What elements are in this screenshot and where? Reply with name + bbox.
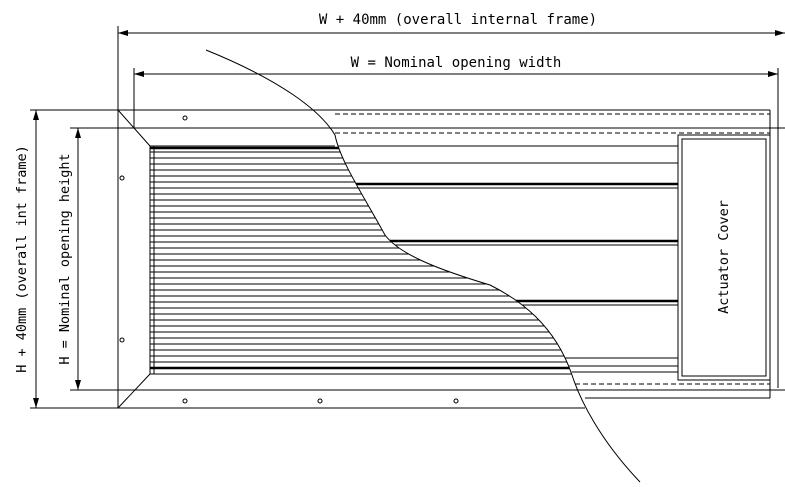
actuator-cover-box [677, 134, 771, 381]
overall-width-label: W + 40mm (overall internal frame) [319, 12, 597, 28]
arrowhead-icon [33, 110, 39, 120]
louvre-grille [150, 146, 572, 374]
arrowhead-icon [75, 380, 81, 390]
fixing-hole-icon [317, 398, 323, 404]
fixing-hole-icon [182, 115, 188, 121]
fixing-hole-icon [182, 398, 188, 404]
fixing-hole-icon [119, 175, 125, 181]
nominal-height-dimension: H = Nominal opening height [57, 127, 785, 391]
nominal-width-label: W = Nominal opening width [351, 55, 562, 71]
nominal-height-label: H = Nominal opening height [57, 153, 73, 364]
arrowhead-icon [118, 30, 128, 36]
frame-miter [117, 373, 151, 409]
outer-frame [117, 109, 585, 409]
overall-height-label: H + 40mm (overall int frame) [14, 145, 30, 373]
overall-width-dimension: W + 40mm (overall internal frame) [117, 12, 785, 110]
frame-outer-edge [117, 109, 585, 409]
fixing-hole-icon [119, 337, 125, 343]
cutaway-break-curve [205, 49, 641, 483]
arrowhead-icon [75, 128, 81, 138]
arrowhead-icon [33, 398, 39, 408]
arrowhead-icon [134, 71, 144, 77]
overall-height-dimension: H + 40mm (overall int frame) [14, 109, 120, 409]
fixing-hole-icon [453, 398, 459, 404]
actuator-cover: Actuator Cover [677, 134, 771, 381]
actuator-cover-inner [681, 138, 767, 377]
arrowhead-icon [775, 30, 785, 36]
actuator-cover-label: Actuator Cover [716, 200, 732, 314]
nominal-width-dimension: W = Nominal opening width [133, 55, 779, 388]
arrowhead-icon [768, 71, 778, 77]
